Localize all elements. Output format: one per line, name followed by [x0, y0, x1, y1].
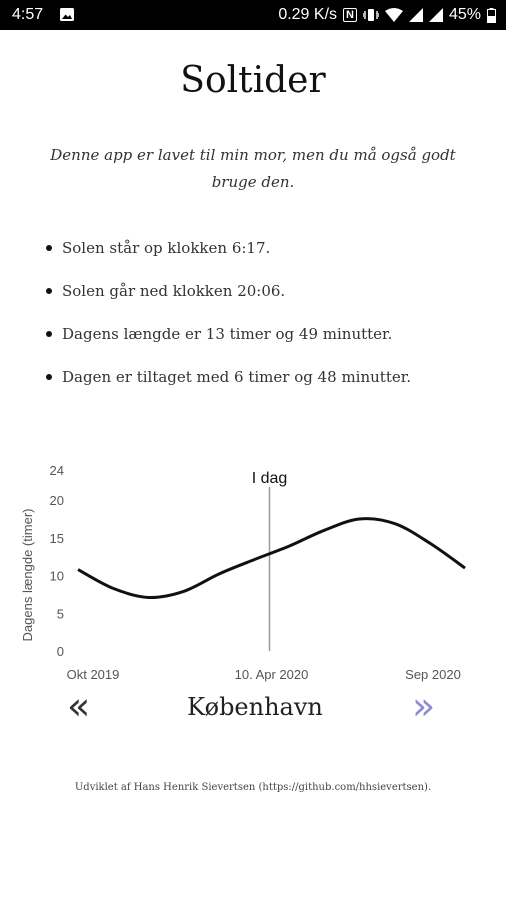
fact-sunset: Solen går ned klokken 20:06.: [44, 275, 484, 318]
battery-icon: [487, 7, 496, 23]
y-tick-label: 24: [50, 463, 64, 478]
y-axis-label: Dagens længde (timer): [20, 509, 35, 642]
intro-text: Denne app er lavet til min mor, men du m…: [50, 146, 456, 191]
fact-text: Dagens længde er 13 timer og 49 minutter…: [62, 325, 393, 343]
fact-sunrise: Solen står op klokken 6:17.: [44, 232, 484, 275]
vibrate-icon: [362, 9, 379, 21]
fact-day-gain: Dagen er tiltaget med 6 timer og 48 minu…: [44, 361, 484, 404]
status-bar: 4:57 0.29 K/s N 45%: [0, 0, 506, 30]
fact-text: Dagen er tiltaget med 6 timer og 48 minu…: [62, 368, 412, 386]
battery-percent: 45%: [448, 6, 481, 23]
bullet: [46, 374, 52, 380]
day-length-chart: Dagens længde (timer) 0 5 10 15 20 24 I dag O…: [20, 463, 466, 682]
y-tick-label: 20: [50, 493, 64, 508]
image-notification-icon: [60, 8, 74, 21]
y-tick-label: 5: [57, 606, 64, 621]
facts-list: Solen står op klokken 6:17. Solen går ne…: [44, 232, 484, 404]
today-marker-label: I dag: [252, 470, 288, 487]
x-tick-label: Okt 2019: [67, 667, 120, 682]
y-tick-label: 10: [50, 569, 64, 584]
footer-credit: Udviklet af Hans Henrik Sievertsen (http…: [74, 782, 432, 793]
x-tick-label: Sep 2020: [405, 667, 461, 682]
signal-icon-2: [428, 8, 443, 22]
bullet: [46, 288, 52, 294]
page-title: Soltider: [180, 60, 326, 101]
x-tick-label: 10. Apr 2020: [235, 667, 309, 682]
city-name: København: [187, 693, 323, 721]
wifi-icon: [384, 8, 403, 22]
y-tick-label: 15: [50, 531, 64, 546]
fact-day-length: Dagens længde er 13 timer og 49 minutter…: [44, 318, 484, 361]
y-ticks: 0 5 10 15 20 24: [50, 463, 64, 659]
network-speed: 0.29 K/s: [278, 6, 338, 23]
x-labels: Okt 2019 10. Apr 2020 Sep 2020: [67, 667, 461, 682]
bullet: [46, 331, 52, 337]
fact-text: Solen går ned klokken 20:06.: [62, 282, 286, 300]
day-length-line: [77, 517, 466, 599]
status-time: 4:57: [12, 6, 44, 23]
y-tick-label: 0: [57, 644, 64, 659]
prev-city-button[interactable]: «: [67, 684, 91, 728]
next-city-button[interactable]: »: [412, 684, 436, 728]
status-right: 0.29 K/s N 45%: [278, 6, 496, 24]
signal-icon: [408, 8, 423, 22]
bullet: [46, 245, 52, 251]
fact-text: Solen står op klokken 6:17.: [62, 239, 271, 257]
nfc-icon: N: [343, 8, 357, 22]
